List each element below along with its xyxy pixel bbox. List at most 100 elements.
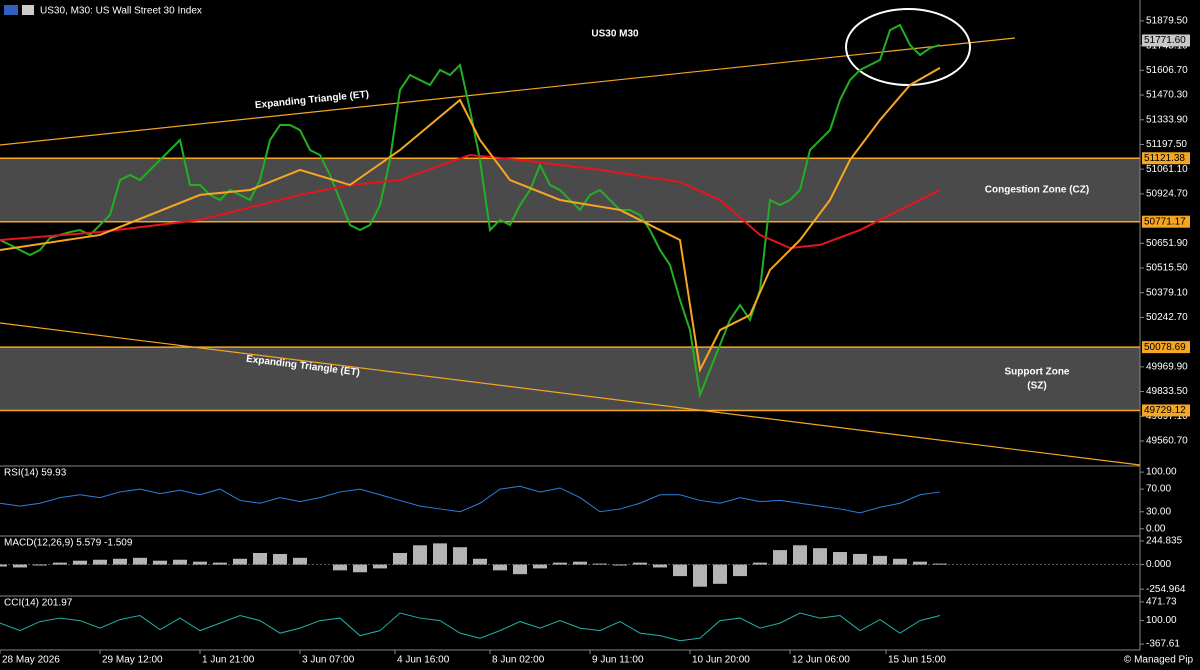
histogram-bar [753, 562, 767, 565]
x-tick-label: 1 Jun 21:00 [202, 655, 255, 666]
y-tick-label: 100.00 [1146, 467, 1177, 478]
histogram-bar [713, 564, 727, 584]
histogram-bar [373, 564, 387, 569]
price-label-bg [1142, 404, 1190, 417]
chart-title: US30 M30 [591, 29, 639, 40]
y-tick-label: 51879.50 [1146, 16, 1188, 27]
indicator-label: RSI(14) 59.93 [4, 468, 67, 479]
price-label: 49729.12 [1144, 405, 1186, 416]
histogram-bar [153, 560, 167, 565]
y-tick-label: 70.00 [1146, 484, 1171, 495]
price-label: 50771.17 [1144, 216, 1186, 227]
zone-band [0, 347, 1140, 411]
series-line [0, 23, 941, 399]
histogram-bar [773, 550, 787, 565]
zone-name: (SZ) [1027, 380, 1046, 391]
trendline [0, 37, 1016, 146]
histogram-bar [933, 563, 947, 565]
x-tick-label: 10 Jun 20:00 [692, 655, 750, 666]
y-tick-label: 50515.50 [1146, 263, 1188, 274]
series-line [0, 67, 941, 374]
y-tick-label: 51333.90 [1146, 114, 1188, 125]
histogram-bar [593, 563, 607, 565]
x-tick-label: 4 Jun 16:00 [397, 655, 450, 666]
histogram-bar [533, 564, 547, 569]
histogram-bar [553, 562, 567, 565]
histogram-bar [13, 564, 27, 568]
histogram-bar [873, 555, 887, 565]
y-tick-label: 30.00 [1146, 506, 1171, 517]
zone-name: Congestion Zone (CZ) [985, 185, 1089, 196]
series-line [0, 485, 941, 514]
chart-icon [22, 5, 34, 15]
histogram-bar [893, 558, 907, 565]
histogram-bar [653, 564, 667, 568]
y-tick-label: 0.00 [1146, 523, 1166, 534]
indicator-label: CCI(14) 201.97 [4, 598, 73, 609]
histogram-bar [393, 552, 407, 565]
histogram-bar [413, 545, 427, 565]
y-tick-label: 50651.90 [1146, 238, 1188, 249]
histogram-bar [173, 559, 187, 565]
histogram-bar [813, 548, 827, 565]
y-tick-label: 50379.10 [1146, 287, 1188, 298]
series-line [0, 612, 941, 642]
price-label-bg [1142, 341, 1190, 354]
histogram-bar [213, 562, 227, 565]
highlight-ellipse [845, 8, 971, 86]
histogram-bar [733, 564, 747, 577]
y-tick-label: -254.964 [1146, 584, 1186, 595]
y-tick-label: 49560.70 [1146, 436, 1188, 447]
x-tick-label: 3 Jun 07:00 [302, 655, 355, 666]
y-tick-label: 51470.30 [1146, 90, 1188, 101]
current-price-label: 51771.60 [1144, 35, 1186, 46]
x-tick-label: 12 Jun 06:00 [792, 655, 850, 666]
series-line [0, 154, 941, 250]
price-label: 51121.38 [1144, 153, 1185, 164]
y-tick-label: 50924.70 [1146, 189, 1188, 200]
histogram-bar [913, 561, 927, 565]
histogram-bar [73, 560, 87, 565]
x-tick-label: 28 May 2026 [2, 655, 60, 666]
watermark: © Managed Pip [1124, 655, 1194, 666]
price-label-bg [1142, 215, 1190, 228]
y-tick-label: 51061.10 [1146, 164, 1188, 175]
current-price-bg [1142, 34, 1190, 47]
x-tick-label: 9 Jun 11:00 [592, 655, 644, 666]
histogram-bar [633, 562, 647, 565]
histogram-bar [293, 557, 307, 565]
zone-name: Support Zone [1005, 366, 1070, 377]
y-tick-label: 49833.50 [1146, 386, 1188, 397]
zone-band [0, 158, 1140, 222]
histogram-bar [193, 561, 207, 565]
x-tick-label: 8 Jun 02:00 [492, 655, 545, 666]
histogram-bar [133, 557, 147, 565]
histogram-bar [233, 558, 247, 565]
price-label-bg [1142, 152, 1190, 165]
histogram-bar [33, 564, 47, 566]
histogram-bar [833, 552, 847, 565]
histogram-bar [513, 564, 527, 575]
y-tick-label: 100.00 [1146, 615, 1177, 626]
histogram-bar [353, 564, 367, 573]
histogram-bar [453, 547, 467, 565]
histogram-bar [793, 545, 807, 565]
flag-icon [4, 5, 18, 15]
x-tick-label: 29 May 12:00 [102, 655, 163, 666]
histogram-bar [333, 564, 347, 571]
histogram-bar [113, 558, 127, 565]
histogram-bar [253, 552, 267, 565]
y-tick-label: 0.000 [1146, 559, 1171, 570]
y-tick-label: 49969.90 [1146, 361, 1188, 372]
y-tick-label: 50242.70 [1146, 312, 1188, 323]
indicator-label: MACD(12,26,9) 5.579 -1.509 [4, 538, 133, 549]
histogram-bar [613, 564, 627, 566]
histogram-bar [853, 553, 867, 565]
histogram-bar [53, 562, 67, 565]
histogram-bar [0, 564, 7, 567]
y-tick-label: 51197.50 [1146, 139, 1187, 150]
histogram-bar [573, 561, 587, 565]
